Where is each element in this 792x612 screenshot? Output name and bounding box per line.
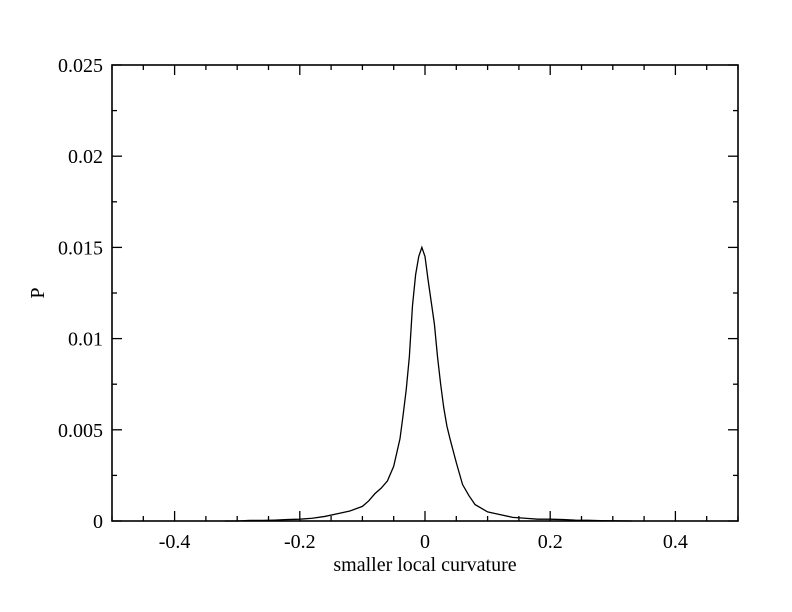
y-tick-label: 0.02 [68, 146, 103, 168]
x-tick-label: 0.2 [538, 531, 563, 553]
plot-frame [111, 64, 739, 522]
x-tick-label: 0 [420, 531, 430, 553]
y-axis-label: P [27, 287, 49, 298]
x-tick-label: 0.4 [663, 531, 688, 553]
axis-ticks [111, 64, 739, 522]
x-tick-label: -0.4 [159, 531, 191, 553]
y-tick-label: 0 [93, 511, 103, 533]
series-line [224, 245, 632, 522]
y-tick-label: 0.025 [58, 55, 103, 77]
y-tick-label: 0.015 [58, 237, 103, 259]
y-tick-label: 0.01 [68, 329, 103, 351]
x-tick-label: -0.2 [284, 531, 316, 553]
y-tick-label: 0.005 [58, 420, 103, 442]
x-axis-label: smaller local curvature [333, 554, 516, 576]
axis-tick-labels: -0.4 -0.2 0 0.2 0.4 0 0.005 0.01 0.015 0.02 0.025 [58, 55, 688, 553]
